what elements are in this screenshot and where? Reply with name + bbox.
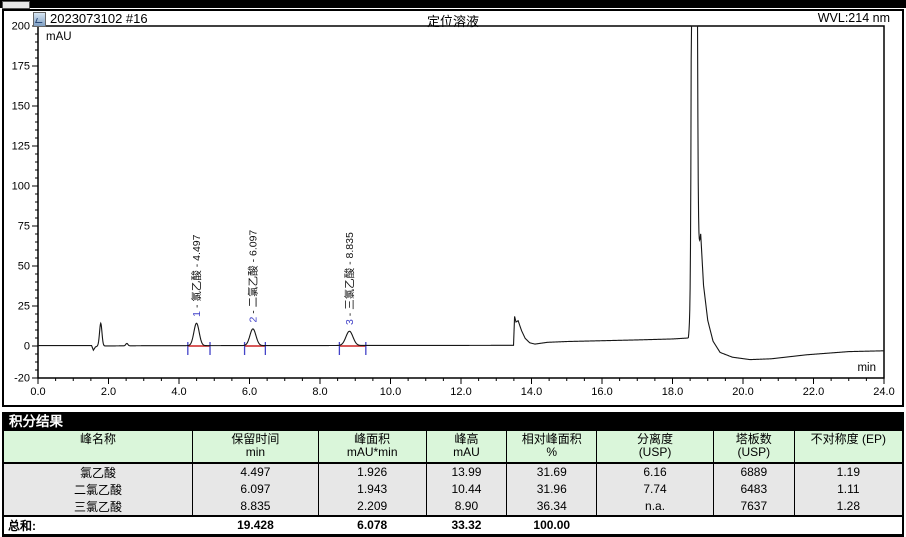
y-tick-label: -20 (14, 373, 30, 385)
y-axis-unit-label: mAU (46, 31, 72, 43)
table-cell: 31.69 (506, 462, 597, 481)
table-cell: 8.835 (192, 497, 319, 516)
table-cell: 6483 (712, 480, 795, 498)
table-header-row: 峰名称 保留时间 min 峰面积 mAU*min 峰高 mAU 相对峰面积% 分离度 (USP) 塔… (4, 431, 902, 464)
table-cell: 1.28 (793, 497, 902, 516)
peak-label: 3 - 三氯乙酸 - 8.835 (343, 232, 356, 325)
table-cell: 1.11 (793, 480, 902, 498)
window-tab-stub (2, 1, 30, 9)
y-tick-label: 200 (12, 21, 30, 33)
integration-results-section: 积分结果 峰名称 保留时间 min 峰面积 mAU*min 峰高 mAU 相对峰面积% 分离度(… (2, 412, 904, 537)
table-cell: 1.926 (317, 462, 427, 481)
totals-cell (794, 514, 902, 534)
x-tick-label: 10.0 (380, 386, 401, 398)
table-cell: 2.209 (317, 497, 427, 516)
y-tick-label: 100 (12, 181, 30, 193)
table-row: 三氯乙酸 8.835 2.209 8.90 36.34 n.a. 7637 1.28 (4, 497, 902, 516)
x-tick-label: 22.0 (803, 386, 824, 398)
trace-line (38, 25, 885, 361)
column-header: 不对称度 (EP) (793, 431, 902, 464)
plot-frame (37, 25, 885, 379)
x-tick-label: 14.0 (521, 386, 542, 398)
column-header: 塔板数 (USP) (712, 431, 795, 464)
totals-cell: 6.078 (318, 514, 427, 534)
peak-label: 2 - 二氯乙酸 - 6.097 (246, 230, 259, 323)
table-cell: 6.097 (192, 480, 319, 498)
injection-file-icon (33, 12, 46, 27)
totals-cell (713, 514, 795, 534)
chart-title: 定位溶液 (426, 14, 479, 29)
table-cell: 31.96 (506, 480, 597, 498)
x-tick-label: 18.0 (662, 386, 683, 398)
x-tick-label: 6.0 (242, 386, 257, 398)
peak-label: 1 - 氯乙酸 - 4.497 (190, 234, 203, 316)
wavelength-label: WVL:214 nm (817, 11, 890, 25)
chromatogram-header: 2023073102 #16 定位溶液 WVL:214 nm (4, 11, 902, 29)
totals-cell: 总和: (4, 514, 193, 534)
x-tick-label: 16.0 (591, 386, 612, 398)
table-cell: 6889 (712, 462, 795, 481)
table-cell: 8.90 (425, 497, 507, 516)
table-row: 氯乙酸 4.497 1.926 13.99 31.69 6.16 6889 1.19 (4, 462, 902, 481)
chromatogram-panel: -20 0 25 50 75 100 125 150 175 200 0.0 2.0 4.0 6.0 8.0… (2, 9, 904, 407)
x-tick-label: 4.0 (171, 386, 186, 398)
x-axis-unit-label: min (857, 362, 876, 374)
column-header: 峰面积 mAU*min (317, 431, 427, 464)
y-tick-label: 125 (12, 141, 30, 153)
column-header: 峰名称 (4, 431, 193, 464)
table-cell: 7.74 (596, 480, 714, 498)
table-cell: 1.943 (317, 480, 427, 498)
column-header: 保留时间 min (192, 431, 319, 464)
y-tick-label: 150 (12, 101, 30, 113)
y-tick-label: 25 (18, 301, 30, 313)
table-cell: 13.99 (425, 462, 507, 481)
results-table: 峰名称 保留时间 min 峰面积 mAU*min 峰高 mAU 相对峰面积% 分离度 (USP) 塔… (4, 431, 902, 534)
column-header: 峰高 mAU (425, 431, 507, 464)
y-tick-label: 50 (18, 261, 30, 273)
column-header: 相对峰面积% (506, 431, 597, 464)
table-cell: 氯乙酸 (4, 462, 193, 481)
table-cell: 6.16 (596, 462, 714, 481)
chromatogram-svg: -20 0 25 50 75 100 125 150 175 200 0.0 2.0 4.0 6.0 8.0… (12, 21, 895, 399)
totals-cell (596, 514, 714, 534)
y-tick-label: 75 (18, 221, 30, 233)
x-tick-label: 20.0 (732, 386, 753, 398)
table-cell: n.a. (596, 497, 714, 516)
table-cell: 三氯乙酸 (4, 497, 193, 516)
table-cell: 36.34 (506, 497, 597, 516)
table-cell: 4.497 (192, 462, 319, 481)
totals-row: 总和: 19.428 6.078 33.32 100.00 (4, 514, 902, 534)
results-title: 积分结果 (4, 412, 902, 431)
x-tick-label: 2.0 (101, 386, 116, 398)
window-top-bar (0, 0, 906, 9)
totals-cell: 33.32 (426, 514, 507, 534)
table-row: 二氯乙酸 6.097 1.943 10.44 31.96 7.74 6483 1.11 (4, 480, 902, 498)
table-cell: 10.44 (425, 480, 507, 498)
sample-id: 2023073102 #16 (50, 11, 148, 26)
totals-cell: 19.428 (192, 514, 319, 534)
table-cell: 1.19 (793, 462, 902, 481)
x-tick-label: 8.0 (312, 386, 327, 398)
x-tick-label: 24.0 (873, 386, 894, 398)
totals-cell: 100.00 (506, 514, 597, 534)
y-tick-label: 175 (12, 61, 30, 73)
table-cell: 7637 (712, 497, 795, 516)
x-tick-label: 0.0 (30, 386, 45, 398)
column-header: 分离度 (USP) (596, 431, 714, 464)
x-tick-label: 12.0 (450, 386, 471, 398)
y-tick-label: 0 (24, 341, 30, 353)
table-cell: 二氯乙酸 (4, 480, 193, 498)
